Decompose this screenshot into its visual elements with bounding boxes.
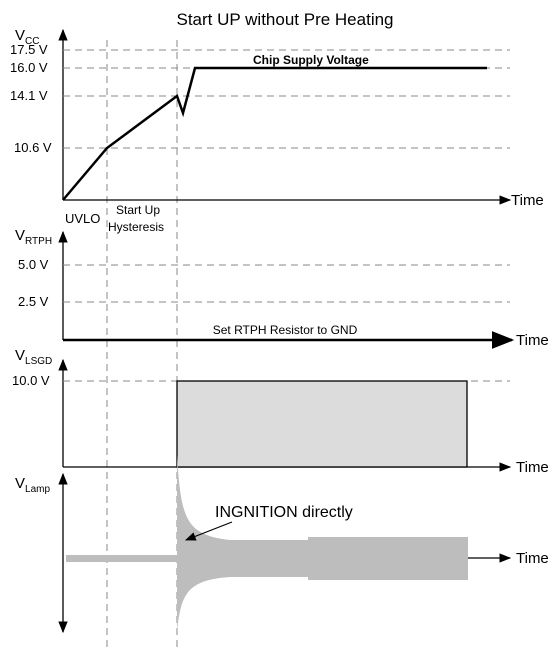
axis-label: VCC [15,27,39,47]
level-label: 10.6 V [14,140,52,155]
level-label: 2.5 V [18,294,49,309]
level-label: 10.0 V [12,373,50,388]
level-label: 16.0 V [10,60,48,75]
marker-label: Hysteresis [108,220,164,234]
time-label: Time [516,459,549,476]
vcc-curve [62,66,487,201]
level-label: 17.5 V [10,42,48,57]
gate-pulse [176,380,468,468]
marker-label: UVLO [65,211,100,226]
note: INGNITION directly [215,504,353,521]
annotation-arrow [184,521,233,541]
title: Start UP without Pre Heating [176,10,393,29]
note: Set RTPH Resistor to GND [213,323,358,337]
axis-label: VLSGD [15,347,52,367]
level-label: 14.1 V [10,88,48,103]
time-label: Time [516,332,549,349]
time-label: Time [516,550,549,567]
axis-label: VRTPH [15,227,52,247]
lamp-off [66,555,178,562]
axis-label: VLamp [15,475,50,495]
lamp-waveform [177,455,468,632]
note: Chip Supply Voltage [253,53,369,67]
marker-label: Start Up [116,203,160,217]
time-label: Time [511,192,544,209]
level-label: 5.0 V [18,257,49,272]
